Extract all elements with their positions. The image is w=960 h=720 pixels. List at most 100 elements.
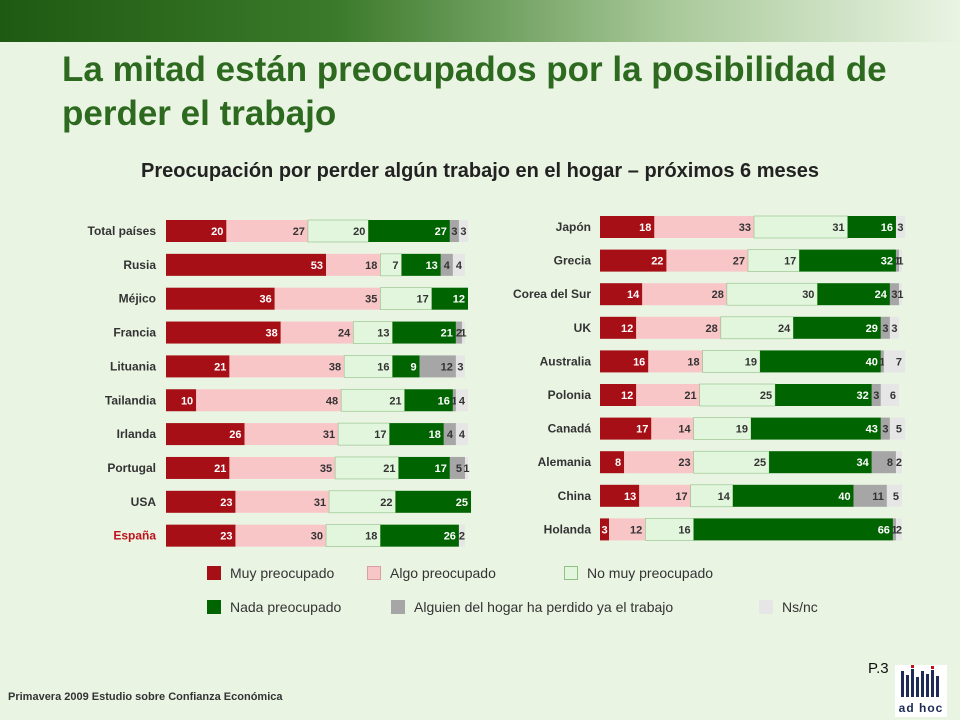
legend-label: Nada preocupado [230, 599, 342, 615]
data-label: 17 [636, 424, 648, 436]
bar-segment [404, 389, 453, 412]
data-label: 2 [896, 524, 902, 536]
data-label: 23 [220, 497, 232, 509]
bar-segment [166, 456, 230, 479]
data-label: 19 [736, 424, 748, 436]
bar-segment [651, 417, 694, 440]
bar-segment [898, 283, 902, 306]
data-label: 27 [293, 226, 305, 238]
data-label: 2 [459, 531, 465, 543]
category-label: Méjico [119, 292, 156, 306]
data-label: 12 [441, 361, 453, 373]
data-label: 22 [380, 497, 392, 509]
bar-segment [600, 283, 643, 306]
bar-segment [871, 451, 896, 474]
bar-segment [235, 490, 330, 513]
data-label: 25 [456, 497, 468, 509]
bar-segment [334, 456, 399, 480]
data-label: 10 [181, 395, 193, 407]
bar-segment [431, 287, 468, 310]
bar-segment [449, 456, 465, 479]
page-number: P.3 [868, 660, 889, 677]
data-label: 16 [377, 361, 389, 373]
legend-swatch [367, 566, 381, 580]
bar-segment [889, 283, 899, 306]
bar-segment [799, 249, 896, 272]
data-label: 3 [891, 323, 897, 335]
top-banner [0, 0, 960, 42]
slide-title: La mitad están preocupados por la posibi… [62, 50, 887, 133]
data-label: 5 [896, 424, 902, 436]
data-label: 24 [875, 289, 888, 301]
data-label: 17 [374, 429, 386, 441]
bar-segment [732, 484, 854, 507]
category-label: Canadá [548, 422, 592, 436]
bar-segment [889, 316, 899, 339]
bar-segment [166, 253, 327, 276]
bar-segment [166, 524, 236, 547]
category-label: Tailandia [105, 393, 156, 407]
data-label: 12 [630, 524, 642, 536]
bar-segment [636, 316, 721, 339]
data-label: 1 [460, 328, 466, 340]
bar-segment [720, 316, 794, 340]
data-label: 21 [383, 463, 395, 475]
bar-segment [639, 484, 691, 507]
data-label: 28 [712, 289, 724, 301]
bar-segment [600, 350, 649, 373]
bar-segment [895, 249, 899, 272]
data-label: 26 [229, 429, 241, 441]
data-label: 23 [220, 531, 232, 543]
data-label: 48 [326, 395, 338, 407]
bar-segment [398, 456, 450, 479]
data-label: 1 [879, 356, 885, 368]
bar-segment [440, 253, 453, 276]
data-label: 3 [891, 289, 897, 301]
data-label: 3 [460, 226, 466, 238]
data-label: 18 [687, 356, 699, 368]
bar-segment [452, 253, 465, 276]
data-label: 29 [866, 323, 878, 335]
category-label: China [558, 489, 592, 503]
data-label: 27 [733, 256, 745, 268]
bar-segment [871, 384, 881, 406]
bar-segment [853, 484, 887, 507]
data-label: 20 [353, 226, 365, 238]
category-label: Grecia [554, 254, 592, 268]
data-label: 23 [678, 457, 690, 469]
category-label: Portugal [107, 461, 156, 475]
category-label: Irlanda [117, 427, 157, 441]
bar-segment [693, 518, 893, 541]
bar-segment [280, 321, 354, 344]
category-label: Holanda [544, 522, 592, 536]
bar-segment [464, 456, 468, 479]
category-label: Polonia [548, 388, 592, 402]
data-label: 3 [451, 226, 457, 238]
data-label: 5 [456, 463, 462, 475]
bar-segment [636, 384, 700, 406]
data-label: 16 [678, 524, 690, 536]
bar-segment [395, 490, 472, 513]
legend-item-algo-preocupado: Algo preocupado [367, 564, 496, 582]
legend-item-no-muy-preocupado: No muy preocupado [564, 564, 713, 582]
bar-segment [229, 355, 345, 378]
category-label: UK [574, 321, 592, 335]
data-label: 3 [457, 361, 463, 373]
bar-segment [889, 417, 906, 440]
logo-text: ad hoc [898, 701, 944, 715]
bar-segment [600, 316, 637, 339]
bar-segment [166, 490, 236, 513]
data-label: 24 [778, 323, 791, 335]
category-label: Japón [556, 220, 591, 234]
data-label: 22 [651, 256, 663, 268]
bar-segment [600, 451, 625, 474]
data-label: 1 [894, 256, 900, 268]
legend-swatch [564, 566, 578, 580]
bar-segment [880, 316, 890, 339]
category-label: Lituania [110, 359, 156, 373]
bar-segment [458, 524, 465, 547]
data-label: 17 [675, 491, 687, 503]
bar-segment [455, 355, 465, 378]
data-label: 40 [838, 491, 850, 503]
bar-segment [325, 524, 381, 547]
